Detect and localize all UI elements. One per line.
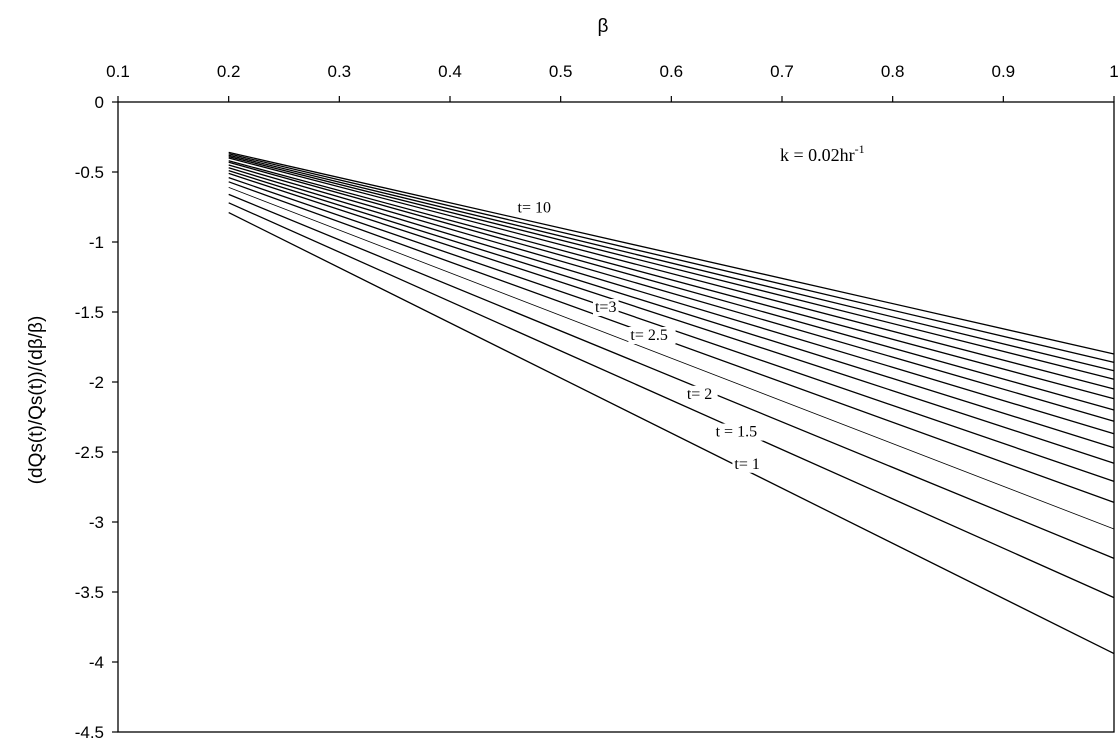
y-tick-label: -3.5 xyxy=(75,583,104,602)
series-line-1 xyxy=(228,212,1115,655)
line-label: t= 2 xyxy=(687,386,712,403)
series-line-14 xyxy=(228,155,1115,380)
y-tick-label: -4 xyxy=(89,653,104,672)
series-line-9 xyxy=(228,167,1115,435)
x-tick-label: 0.4 xyxy=(438,62,462,81)
series-line-15 xyxy=(228,154,1115,372)
series-line-12 xyxy=(228,160,1115,400)
line-label-background xyxy=(684,385,718,403)
x-tick-label: 0.7 xyxy=(770,62,794,81)
annotation-text: k = 0.02hr-1 xyxy=(780,142,865,165)
x-tick-label: 0.9 xyxy=(992,62,1016,81)
y-tick-label: 0 xyxy=(95,93,104,112)
line-label: t= 10 xyxy=(518,200,551,217)
y-tick-label: -3 xyxy=(89,513,104,532)
y-tick-label: -1 xyxy=(89,233,104,252)
line-label-background xyxy=(628,327,676,344)
series-line-4 xyxy=(228,187,1115,530)
line-label-background xyxy=(515,199,556,217)
y-tick-label: -0.5 xyxy=(75,163,104,182)
x-tick-label: 0.8 xyxy=(881,62,905,81)
x-tick-label: 0.5 xyxy=(549,62,573,81)
series-line-7 xyxy=(228,172,1115,464)
line-label-background xyxy=(592,299,619,316)
series-line-17 xyxy=(228,151,1115,355)
x-tick-label: 0.3 xyxy=(328,62,352,81)
rate-constant-annotation: k = 0.02hr-1 xyxy=(780,142,865,165)
line-label: t=3 xyxy=(595,299,616,316)
series-line-3 xyxy=(228,193,1115,560)
x-tick-label: 0.2 xyxy=(217,62,241,81)
line-labels: t= 10 t=3 t= 2.5 t= 2 t = 1.5 t= 1 xyxy=(515,199,768,473)
x-axis-ticks: 0.1 0.2 0.3 0.4 0.5 0.6 0.7 0.8 0.9 1 xyxy=(106,62,1119,102)
x-tick-label: 0.6 xyxy=(660,62,684,81)
line-label: t= 2.5 xyxy=(630,327,667,344)
series-line-10 xyxy=(228,164,1115,422)
series-line-8 xyxy=(228,169,1115,449)
plot-frame xyxy=(117,101,1115,733)
series-lines xyxy=(228,151,1115,655)
annotation-superscript: -1 xyxy=(855,142,865,156)
y-axis-title-group: (dQs(t)/Qs(t))/(dβ/β) xyxy=(26,316,47,485)
line-label-background xyxy=(713,423,768,441)
series-line-16 xyxy=(228,153,1115,364)
y-tick-label: -2 xyxy=(89,373,104,392)
annotation-main: k = 0.02hr xyxy=(780,145,855,165)
y-tick-label: -2.5 xyxy=(75,443,104,462)
series-line-13 xyxy=(228,157,1115,390)
y-tick-label: -1.5 xyxy=(75,303,104,322)
series-line-11 xyxy=(228,161,1115,411)
x-tick-label: 0.1 xyxy=(106,62,130,81)
plot-area-border xyxy=(117,101,1115,733)
series-line-2 xyxy=(228,202,1115,599)
y-axis-ticks: 0 -0.5 -1 -1.5 -2 -2.5 -3 -3.5 -4 -4.5 xyxy=(75,93,118,742)
y-tick-label: -4.5 xyxy=(75,723,104,742)
y-axis-title: (dQs(t)/Qs(t))/(dβ/β) xyxy=(26,316,47,485)
line-label: t = 1.5 xyxy=(716,424,757,441)
x-tick-label: 1 xyxy=(1109,62,1118,81)
line-label-background xyxy=(732,455,766,473)
x-axis-title: β xyxy=(598,16,609,37)
line-label: t= 1 xyxy=(734,456,759,473)
